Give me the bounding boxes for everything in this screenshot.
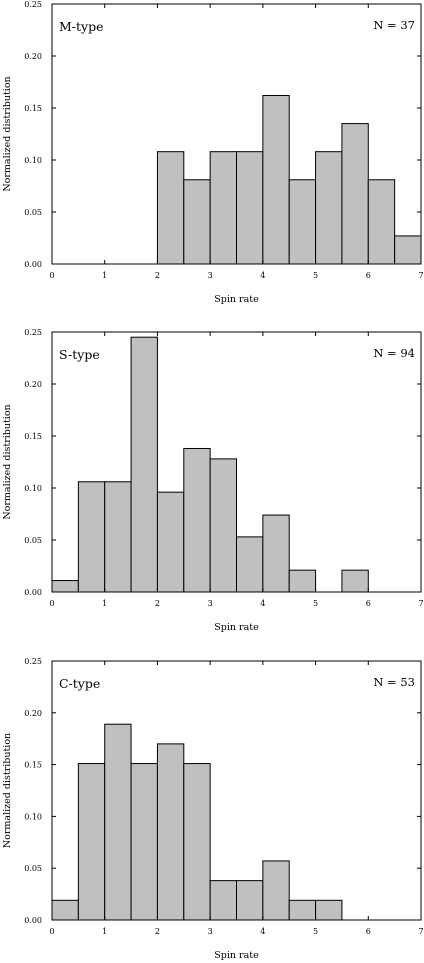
x-tick-label: 1: [102, 927, 107, 936]
sample-size-label: N = 37: [373, 18, 415, 32]
sample-size-label: N = 94: [373, 346, 415, 360]
x-tick-label: 6: [366, 271, 371, 280]
histogram-bar: [209, 880, 237, 921]
x-tick-label: 5: [313, 271, 318, 280]
y-tick-label: 0.05: [24, 208, 42, 217]
histogram-bar: [236, 536, 264, 593]
x-tick-label: 6: [366, 927, 371, 936]
x-axis-label: Spin rate: [214, 950, 259, 961]
y-axis-label: Normalized distribution: [2, 76, 13, 191]
histogram-bar: [394, 235, 422, 265]
x-axis-label: Spin rate: [214, 294, 259, 305]
y-tick-label: 0.25: [24, 657, 42, 666]
panel-type-label: C-type: [59, 676, 100, 691]
histogram-panel-3: 0.00 0.05 0.10 0.15 0.20 0.25 0 1 2 3 4 5 6 7 Normaliz…: [2, 657, 424, 961]
histogram-bar: [341, 569, 369, 593]
y-tick-label: 0.25: [24, 328, 42, 337]
x-tick-label: 5: [313, 599, 318, 608]
histogram-bar: [288, 179, 317, 265]
plot-frame: [51, 3, 422, 265]
x-tick-label: 4: [260, 599, 265, 608]
y-tick-label: 0.10: [24, 812, 42, 821]
y-tick-label: 0.05: [24, 536, 42, 545]
y-tick-label: 0.10: [24, 156, 42, 165]
histogram-bar: [262, 514, 290, 593]
y-tick-label: 0.20: [24, 52, 42, 61]
y-tick-label: 0.20: [24, 709, 42, 718]
x-tick-label: 3: [208, 927, 213, 936]
x-tick-label: 2: [155, 271, 160, 280]
x-axis-label: Spin rate: [214, 622, 259, 633]
plot-frame: [51, 660, 422, 921]
y-tick-label: 0.00: [24, 916, 42, 925]
y-tick-label: 0.00: [24, 588, 42, 597]
x-tick-label: 3: [208, 599, 213, 608]
x-tick-label: 0: [49, 599, 54, 608]
histogram-bar: [156, 743, 185, 921]
y-tick-label: 0.15: [24, 432, 42, 441]
histogram-bar: [236, 151, 264, 265]
x-tick-label: 0: [49, 271, 54, 280]
y-tick-label: 0.20: [24, 380, 42, 389]
x-tick-label: 4: [260, 271, 265, 280]
x-tick-label: 0: [49, 927, 54, 936]
histogram-bar: [209, 458, 237, 593]
x-tick-label: 3: [208, 271, 213, 280]
histogram-bar: [51, 899, 79, 921]
plot-frame: [51, 331, 422, 593]
x-tick-label: 7: [418, 271, 423, 280]
histogram-bar: [156, 491, 185, 593]
y-tick-label: 0.00: [24, 260, 42, 269]
histogram-bar: [130, 763, 158, 921]
x-tick-label: 1: [102, 599, 107, 608]
y-tick-label: 0.10: [24, 484, 42, 493]
y-axis-label: Normalized distribution: [2, 404, 13, 519]
x-tick-label: 1: [102, 271, 107, 280]
histogram-bar: [130, 336, 158, 593]
y-tick-label: 0.25: [24, 0, 42, 9]
y-tick-label: 0.05: [24, 864, 42, 873]
sample-size-label: N = 53: [373, 675, 415, 689]
panel-type-label: S-type: [59, 347, 100, 362]
histogram-bar: [183, 179, 211, 265]
histogram-bar: [315, 899, 343, 921]
histogram-bar: [156, 151, 185, 265]
histogram-bar: [51, 580, 79, 593]
histogram-bar: [367, 179, 396, 265]
histogram-bar: [209, 151, 237, 265]
histogram-bar: [104, 723, 132, 921]
y-tick-label: 0.15: [24, 104, 42, 113]
histogram-bar: [315, 151, 343, 265]
x-tick-label: 7: [418, 927, 423, 936]
histogram-bar: [183, 763, 211, 921]
x-tick-label: 7: [418, 599, 423, 608]
histogram-bar: [288, 899, 317, 921]
histogram-bar: [77, 481, 106, 593]
x-tick-label: 6: [366, 599, 371, 608]
panel-type-label: M-type: [59, 19, 104, 34]
histogram-bar: [104, 481, 132, 593]
y-axis-label: Normalized distribution: [2, 733, 13, 848]
x-tick-label: 5: [313, 927, 318, 936]
histogram-bar: [262, 95, 290, 265]
x-tick-label: 2: [155, 927, 160, 936]
x-tick-label: 4: [260, 927, 265, 936]
y-tick-label: 0.15: [24, 761, 42, 770]
histogram-bar: [77, 763, 106, 921]
histogram-panel-2: 0.00 0.05 0.10 0.15 0.20 0.25 0 1 2 3 4 5 6 7 Normaliz…: [2, 328, 424, 633]
histogram-bar: [341, 123, 369, 265]
histogram-bar: [183, 447, 211, 593]
histogram-bar: [288, 569, 317, 593]
histogram-bar: [236, 880, 264, 921]
histogram-panel-1: 0.00 0.05 0.10 0.15 0.20 0.25 0 1 2 3 4 5 6 7 Normaliz…: [2, 0, 424, 305]
x-tick-label: 2: [155, 599, 160, 608]
histogram-bar: [262, 860, 290, 921]
